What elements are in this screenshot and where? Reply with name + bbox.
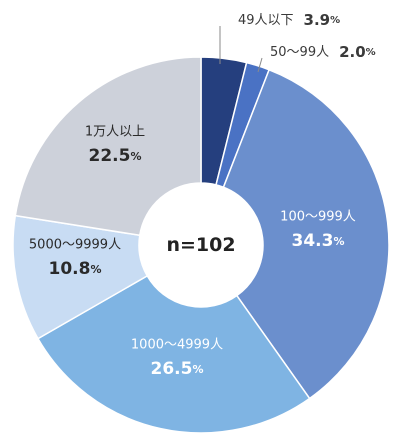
- category-label-1000-4999: 1000～4999人: [131, 338, 223, 353]
- value-label-100-999: 34.3%: [292, 231, 345, 251]
- donut-hole: [139, 183, 263, 307]
- slice-labels: 49人以下 3.9% 50～99人 2.0% 100～999人 34.3% 1000～499…: [29, 11, 376, 379]
- value-label-1000-4999: 26.5%: [151, 359, 204, 379]
- slice-label-49: 49人以下 3.9%: [238, 11, 340, 29]
- donut-slices: [12, 56, 390, 434]
- leader-line-50-99: [257, 57, 263, 73]
- value-label-1: 22.5%: [89, 146, 142, 166]
- category-label-1: 1万人以上: [85, 125, 145, 140]
- sample-size-label: n=102: [166, 234, 235, 256]
- value-label: 2.0: [339, 43, 366, 61]
- leader-lines: [219, 26, 263, 73]
- category-label: 50～99人: [270, 45, 329, 60]
- category-label-100-999: 100～999人: [280, 210, 356, 225]
- unit-label: %: [330, 15, 340, 26]
- category-label: 49人以下: [238, 13, 294, 28]
- value-label-5000-9999: 10.8%: [49, 259, 102, 279]
- slice-label-50-99: 50～99人 2.0%: [270, 43, 376, 61]
- category-label-5000-9999: 5000～9999人: [29, 238, 121, 253]
- unit-label: %: [366, 47, 376, 58]
- value-label: 3.9: [304, 11, 331, 29]
